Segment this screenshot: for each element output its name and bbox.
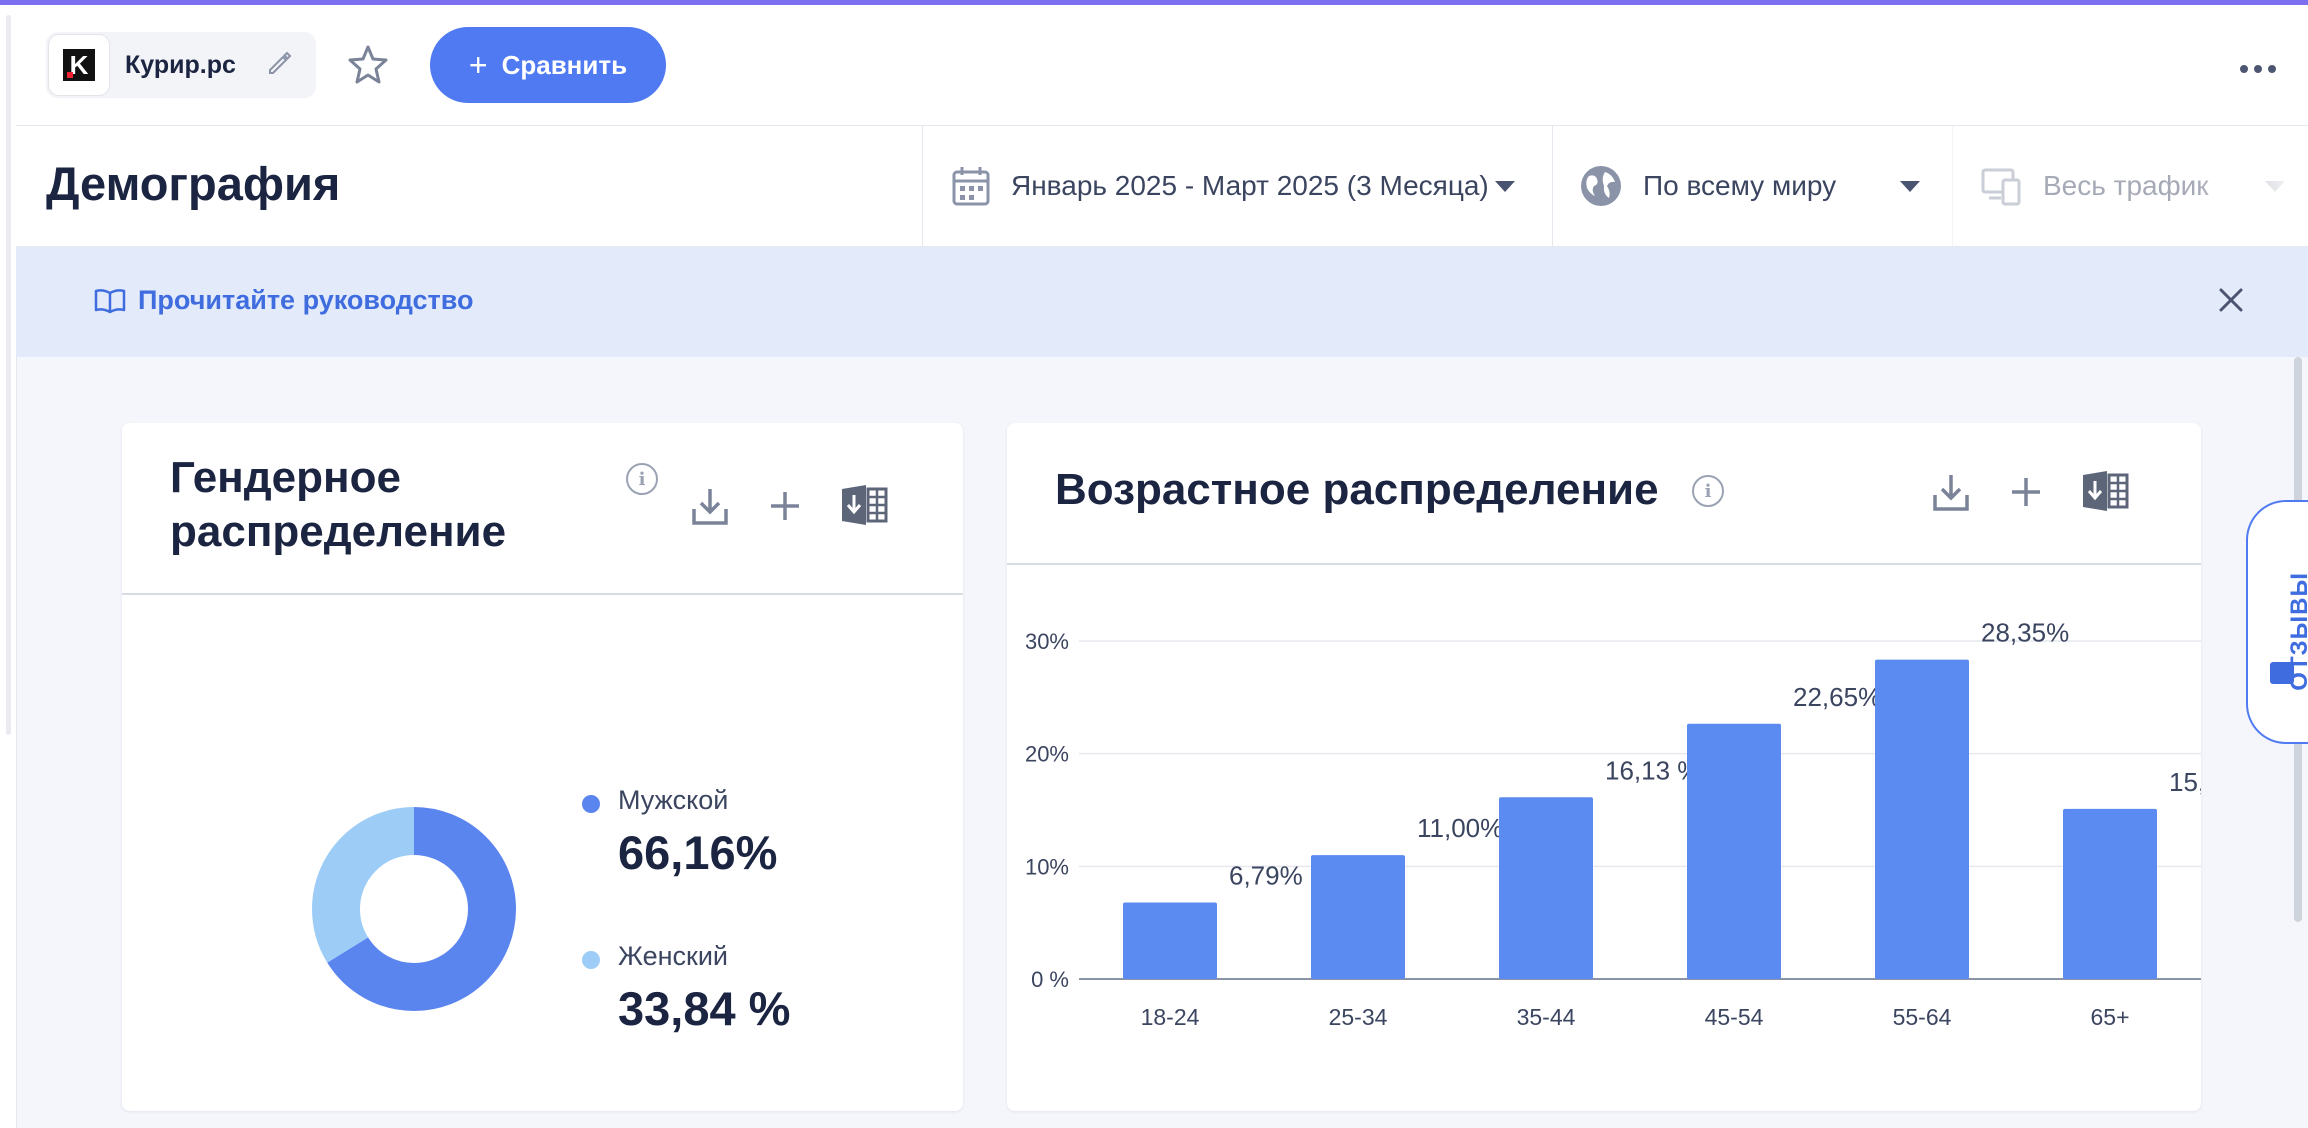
- top-header: K Курир.рс + Сравнить: [16, 5, 2308, 126]
- legend-label-male: Мужской: [618, 785, 729, 815]
- left-scrollbar[interactable]: [6, 15, 11, 735]
- card-header: Возрастное распределение i: [1007, 423, 2201, 565]
- site-name: Курир.рс: [125, 50, 236, 79]
- excel-export-icon[interactable]: [840, 483, 888, 532]
- card-header: Гендерное распределение i: [122, 423, 963, 595]
- site-logo: K: [49, 35, 109, 95]
- y-tick-label: 30%: [1025, 629, 1069, 654]
- edit-icon[interactable]: [266, 50, 292, 81]
- calendar-icon: [952, 167, 990, 206]
- gender-donut-chart: [312, 807, 516, 1011]
- data-label: 15,1: [2169, 767, 2201, 797]
- bar-45-54: [1687, 723, 1781, 979]
- traffic-label: Весь трафик: [2043, 170, 2209, 201]
- globe-icon: [1581, 166, 1621, 206]
- plus-icon: +: [468, 47, 488, 83]
- legend-value-female: 33,84 %: [618, 982, 791, 1035]
- add-icon[interactable]: [2009, 475, 2043, 514]
- chevron-down-icon: [1494, 180, 1515, 192]
- feedback-tab[interactable]: ОТЗЫВЫ: [2246, 500, 2308, 744]
- data-label: 22,65%: [1793, 682, 1881, 712]
- book-icon: [94, 288, 126, 313]
- traffic-filter[interactable]: Весь трафик: [1952, 126, 2308, 246]
- guide-link-label: Прочитайте руководство: [138, 285, 474, 315]
- card-title: Возрастное распределение: [1055, 465, 1659, 514]
- data-label: 16,13 %: [1605, 755, 1700, 785]
- bar-25-34: [1311, 855, 1405, 979]
- y-tick-label: 20%: [1025, 742, 1069, 767]
- add-icon[interactable]: [768, 489, 802, 528]
- x-tick-label: 35-44: [1517, 1004, 1576, 1030]
- top-accent-line: [0, 0, 2308, 5]
- x-tick-label: 55-64: [1893, 1004, 1952, 1030]
- logo-mark: K: [63, 49, 95, 81]
- info-icon[interactable]: i: [626, 463, 658, 495]
- y-tick-label: 10%: [1025, 854, 1069, 879]
- donut-slice-Женский: [312, 807, 516, 1011]
- legend-value-male: 66,16%: [618, 826, 778, 879]
- compare-button-label: Сравнить: [501, 49, 628, 80]
- legend-label-female: Женский: [618, 941, 729, 971]
- more-options-icon[interactable]: [2240, 65, 2276, 73]
- age-bar-chart: 0 % 10% 20% 30% 18-24 6,79% 25-34 11,00% 35-44 16…: [1025, 618, 2201, 1030]
- legend-dot-female: [582, 951, 600, 969]
- age-distribution-card: Возрастное распределение i 0 % 10% 20% 30% 1…: [1007, 423, 2201, 1111]
- card-title: Гендерное распределение: [170, 453, 507, 556]
- bar-65+: [2063, 808, 2157, 979]
- bar-35-44: [1499, 797, 1593, 979]
- x-tick-label: 45-54: [1705, 1004, 1764, 1030]
- chevron-down-icon: [1900, 180, 1921, 192]
- compare-button[interactable]: + Сравнить: [430, 27, 666, 103]
- geo-filter[interactable]: По всему миру: [1552, 126, 1953, 246]
- data-label: 6,79%: [1229, 860, 1303, 890]
- y-tick-label: 0 %: [1031, 967, 1069, 992]
- info-icon[interactable]: i: [1692, 475, 1724, 507]
- geo-label: По всему миру: [1643, 170, 1837, 201]
- data-label: 11,00%: [1417, 813, 1503, 843]
- site-chip[interactable]: K Курир.рс: [46, 32, 316, 98]
- download-icon[interactable]: [1931, 471, 1971, 518]
- favorite-star-icon[interactable]: [346, 43, 390, 92]
- legend-dot-male: [582, 795, 600, 813]
- header-fade: [2196, 126, 2308, 246]
- x-tick-label: 18-24: [1141, 1004, 1200, 1030]
- x-tick-label: 65+: [2090, 1004, 2129, 1030]
- date-range-label: Январь 2025 - Март 2025 (3 Месяца): [1011, 170, 1489, 201]
- date-range-filter[interactable]: Январь 2025 - Март 2025 (3 Месяца): [922, 126, 1553, 246]
- guide-link[interactable]: Прочитайте руководство: [94, 285, 474, 316]
- close-icon[interactable]: [2216, 285, 2246, 320]
- devices-icon: [1981, 168, 2021, 206]
- data-label: 28,35%: [1981, 618, 2069, 648]
- left-panel-edge: [0, 5, 17, 1128]
- page-title: Демография: [46, 157, 341, 210]
- title-row: Демография Январь 2025 - Март 2025 (3 Ме…: [16, 126, 2308, 247]
- download-icon[interactable]: [690, 485, 730, 532]
- bar-55-64: [1875, 659, 1969, 979]
- x-tick-label: 25-34: [1329, 1004, 1388, 1030]
- excel-export-icon[interactable]: [2081, 469, 2129, 518]
- feedback-icon: [2270, 662, 2294, 684]
- bar-18-24: [1123, 902, 1217, 979]
- gender-distribution-card: Гендерное распределение i Мужской 66,16%…: [122, 423, 963, 1111]
- guide-banner: Прочитайте руководство: [16, 247, 2308, 357]
